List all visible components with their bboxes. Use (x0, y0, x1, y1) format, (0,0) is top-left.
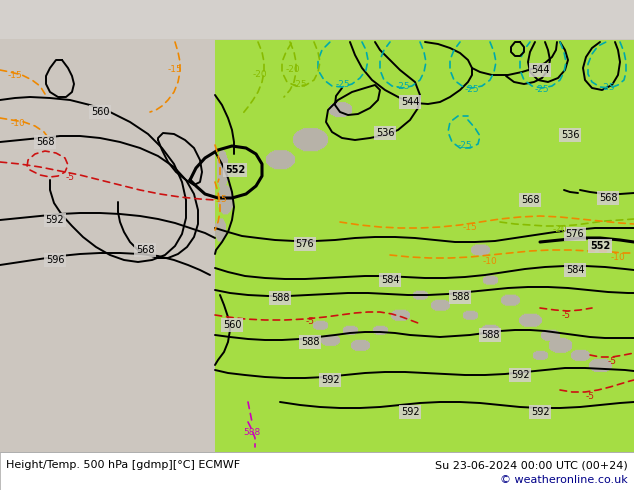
Text: 568: 568 (598, 193, 618, 203)
Text: 536: 536 (376, 128, 394, 138)
Text: -20: -20 (553, 225, 567, 235)
Text: 560: 560 (91, 107, 109, 117)
Text: -10: -10 (482, 256, 498, 266)
Text: 568: 568 (521, 195, 540, 205)
Text: -25: -25 (396, 82, 410, 92)
Text: 588: 588 (271, 293, 289, 303)
Text: 552: 552 (225, 165, 245, 175)
FancyBboxPatch shape (0, 452, 634, 490)
Text: -15: -15 (8, 72, 22, 80)
Text: 568: 568 (36, 137, 55, 147)
Text: -25: -25 (600, 83, 616, 93)
Text: 584: 584 (381, 275, 399, 285)
FancyBboxPatch shape (0, 40, 634, 452)
Text: -25: -25 (534, 85, 549, 95)
Text: 544: 544 (531, 65, 549, 75)
Text: 596: 596 (46, 255, 64, 265)
Text: -25: -25 (335, 80, 351, 90)
Text: 584: 584 (566, 265, 585, 275)
Text: © weatheronline.co.uk: © weatheronline.co.uk (500, 475, 628, 485)
Text: 588: 588 (451, 292, 469, 302)
Text: 592: 592 (321, 375, 339, 385)
Text: 588: 588 (301, 337, 320, 347)
Text: 544: 544 (401, 97, 419, 107)
Text: -25: -25 (458, 141, 472, 149)
Text: -20: -20 (286, 66, 301, 74)
Text: 592: 592 (46, 215, 64, 225)
Text: -5: -5 (607, 357, 616, 366)
Text: 560: 560 (223, 320, 242, 330)
Text: -15: -15 (463, 223, 477, 232)
Text: Height/Temp. 500 hPa [gdmp][°C] ECMWF: Height/Temp. 500 hPa [gdmp][°C] ECMWF (6, 460, 240, 470)
Text: -10: -10 (611, 252, 625, 262)
Text: 588: 588 (481, 330, 499, 340)
Text: 592: 592 (401, 407, 419, 417)
Text: 588: 588 (243, 427, 261, 437)
Text: Su 23-06-2024 00:00 UTC (00+24): Su 23-06-2024 00:00 UTC (00+24) (436, 460, 628, 470)
Text: -20: -20 (253, 71, 268, 79)
Text: -5: -5 (306, 318, 314, 326)
Text: 536: 536 (560, 130, 579, 140)
Text: 592: 592 (511, 370, 529, 380)
Text: -5: -5 (65, 173, 75, 182)
Text: -25: -25 (465, 85, 479, 95)
Text: 552: 552 (590, 241, 610, 251)
Text: -15: -15 (167, 66, 183, 74)
Text: -15: -15 (212, 196, 228, 204)
Text: -10: -10 (11, 120, 25, 128)
Text: 576: 576 (295, 239, 314, 249)
Text: 568: 568 (136, 245, 154, 255)
Text: -25: -25 (293, 80, 307, 90)
Text: -5: -5 (562, 311, 571, 319)
Text: -5: -5 (586, 392, 595, 400)
Text: 576: 576 (566, 229, 585, 239)
Text: 592: 592 (531, 407, 549, 417)
